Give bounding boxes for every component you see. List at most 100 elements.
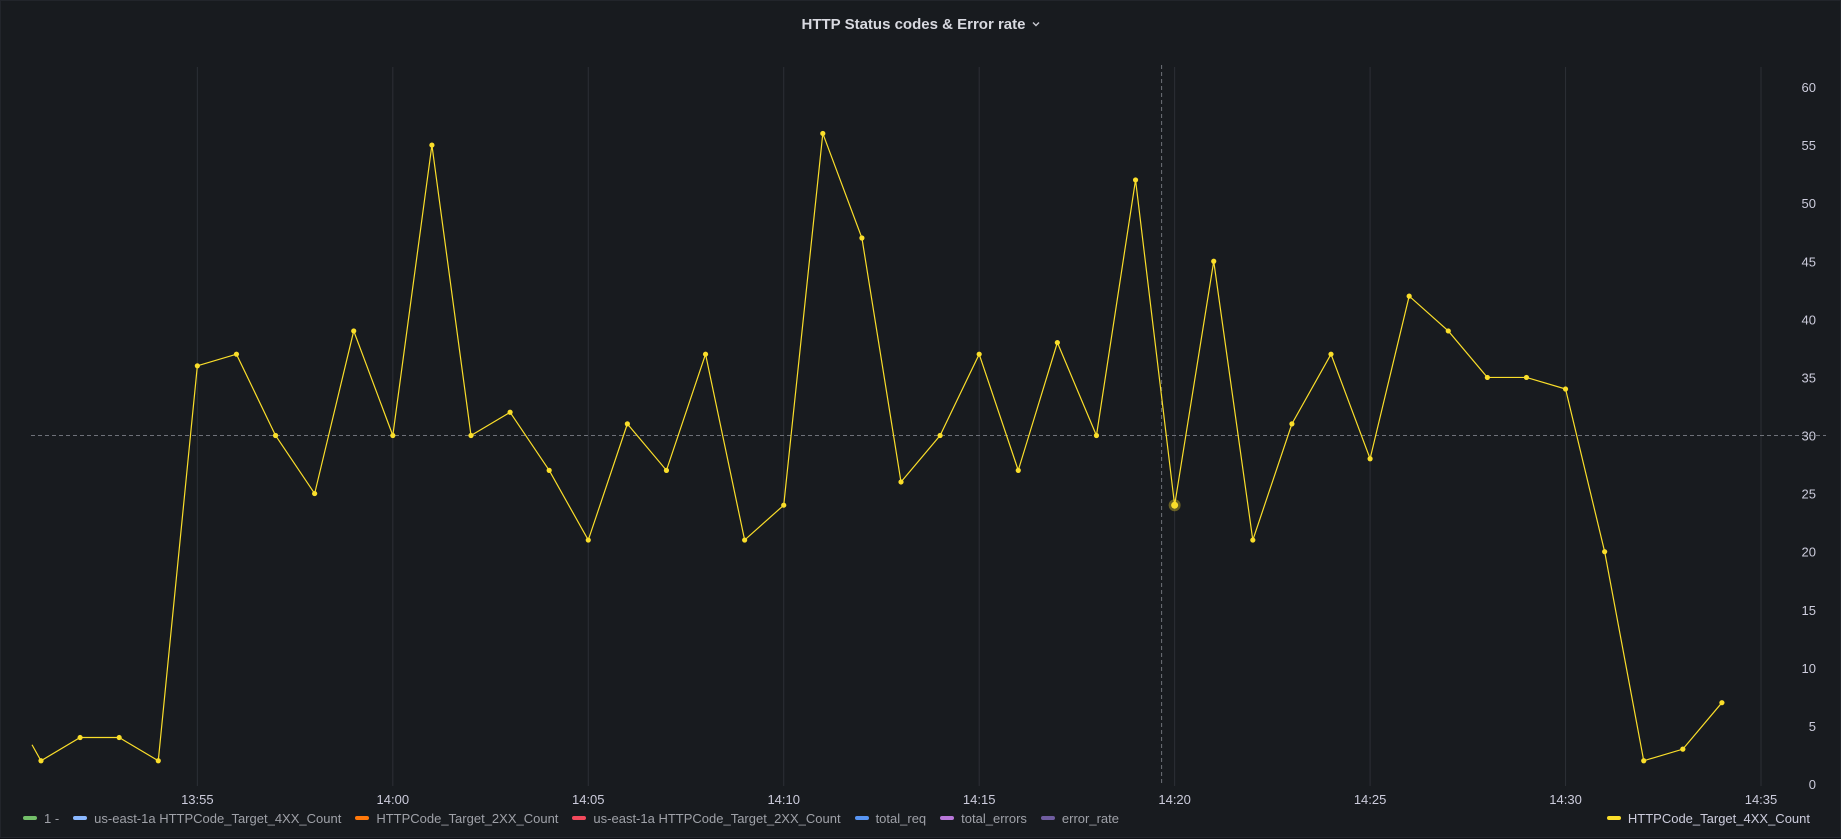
y-tick-label: 40 xyxy=(1802,312,1816,327)
legend-swatch-icon xyxy=(355,816,370,820)
x-tick-label: 14:35 xyxy=(1745,792,1778,807)
legend-label: us-east-1a HTTPCode_Target_4XX_Count xyxy=(94,810,342,826)
legend-item[interactable]: HTTPCode_Target_4XX_Count xyxy=(1606,810,1810,826)
legend-item[interactable]: total_req xyxy=(854,810,927,826)
y-tick-label: 30 xyxy=(1802,429,1816,444)
data-point[interactable] xyxy=(937,432,943,439)
data-point[interactable] xyxy=(38,758,44,764)
x-axis-ticks: 13:55 14:00 14:05 14:10 14:15 14:20 14:25 14:30… xyxy=(181,792,1777,807)
data-point[interactable] xyxy=(702,351,709,357)
y-tick-label: 15 xyxy=(1802,603,1816,618)
legend-label: 1 - xyxy=(44,810,60,826)
legend-label: error_rate xyxy=(1061,810,1119,826)
data-point[interactable] xyxy=(429,142,435,148)
y-axis-ticks: 0 5 10 15 20 25 30 35 40 45 50 55 60 xyxy=(1802,80,1816,792)
chevron-down-icon xyxy=(1032,22,1040,27)
data-point[interactable] xyxy=(390,432,396,439)
data-point[interactable] xyxy=(1328,351,1334,357)
data-point[interactable] xyxy=(1445,328,1451,334)
legend-right: HTTPCode_Target_4XX_Count xyxy=(1606,809,1810,827)
legend-label: us-east-1a HTTPCode_Target_2XX_Count xyxy=(593,810,841,826)
data-point[interactable] xyxy=(272,432,279,439)
panel-title-menu[interactable]: HTTP Status codes & Error rate xyxy=(802,16,1042,33)
x-tick-label: 13:55 xyxy=(181,792,214,807)
legend-label: total_errors xyxy=(961,810,1027,826)
data-point[interactable] xyxy=(742,537,748,543)
data-point[interactable] xyxy=(585,537,591,543)
legend-swatch-icon xyxy=(1606,816,1621,820)
legend-label: HTTPCode_Target_4XX_Count xyxy=(1627,810,1810,826)
data-point[interactable] xyxy=(1719,700,1725,706)
data-point[interactable] xyxy=(1641,758,1647,764)
x-tick-label: 14:20 xyxy=(1158,792,1191,807)
data-point[interactable] xyxy=(1562,386,1569,392)
data-point[interactable] xyxy=(194,363,200,369)
x-tick-label: 14:00 xyxy=(377,792,410,807)
data-point[interactable] xyxy=(351,328,357,334)
legend-item[interactable]: 1 - xyxy=(23,811,59,826)
data-point[interactable] xyxy=(624,421,630,427)
data-point[interactable] xyxy=(1015,467,1021,473)
legend-swatch-icon xyxy=(572,816,587,820)
legend-item[interactable]: error_rate xyxy=(1040,810,1119,826)
data-point[interactable] xyxy=(1406,293,1412,299)
legend-swatch-icon xyxy=(1040,816,1055,820)
hover-point[interactable] xyxy=(1171,501,1179,509)
data-point[interactable] xyxy=(859,235,865,241)
data-point[interactable] xyxy=(468,432,474,439)
y-tick-label: 5 xyxy=(1809,719,1816,734)
data-point[interactable] xyxy=(116,734,122,741)
y-tick-label: 50 xyxy=(1802,196,1816,211)
x-tick-label: 14:15 xyxy=(963,792,996,807)
series-line-path xyxy=(31,133,1723,762)
data-point[interactable] xyxy=(1054,339,1060,346)
data-point[interactable] xyxy=(1367,456,1373,462)
data-point[interactable] xyxy=(1523,374,1530,381)
y-tick-label: 0 xyxy=(1809,777,1816,792)
legend-swatch-icon xyxy=(940,816,955,820)
data-point[interactable] xyxy=(976,351,982,357)
data-point[interactable] xyxy=(1602,549,1608,555)
series-points xyxy=(38,130,1725,764)
data-point[interactable] xyxy=(1211,258,1217,264)
legend-swatch-icon xyxy=(23,816,37,820)
data-point[interactable] xyxy=(155,758,161,764)
legend-item[interactable]: us-east-1a HTTPCode_Target_2XX_Count xyxy=(572,810,841,826)
legend-item[interactable]: total_errors xyxy=(940,811,1027,826)
data-point[interactable] xyxy=(233,351,240,357)
panel-header: HTTP Status codes & Error rate xyxy=(1,11,1841,37)
y-tick-label: 25 xyxy=(1802,487,1816,502)
legend-left: 1 - us-east-1a HTTPCode_Target_4XX_Count H… xyxy=(23,809,1119,827)
legend-label: HTTPCode_Target_2XX_Count xyxy=(376,810,559,826)
data-point[interactable] xyxy=(663,467,670,473)
legend-item[interactable]: us-east-1a HTTPCode_Target_4XX_Count xyxy=(73,811,341,826)
data-point[interactable] xyxy=(1250,537,1256,543)
y-tick-label: 55 xyxy=(1802,138,1816,153)
x-tick-label: 14:10 xyxy=(767,792,800,807)
y-tick-label: 45 xyxy=(1802,254,1816,269)
legend-item[interactable]: HTTPCode_Target_2XX_Count xyxy=(355,811,558,826)
y-tick-label: 20 xyxy=(1802,545,1816,560)
data-point[interactable] xyxy=(507,409,513,415)
legend-swatch-icon xyxy=(73,816,88,820)
legend-swatch-icon xyxy=(854,816,869,820)
panel-title: HTTP Status codes & Error rate xyxy=(801,15,1026,33)
y-tick-label: 35 xyxy=(1802,370,1816,385)
data-point[interactable] xyxy=(77,734,83,741)
data-point[interactable] xyxy=(1680,746,1686,752)
x-tick-label: 14:30 xyxy=(1549,792,1582,807)
legend-label: total_req xyxy=(875,810,927,826)
data-point[interactable] xyxy=(546,467,552,473)
data-point[interactable] xyxy=(312,490,318,497)
data-point[interactable] xyxy=(1132,177,1139,183)
data-point[interactable] xyxy=(820,130,826,137)
data-point[interactable] xyxy=(1289,421,1295,427)
data-point[interactable] xyxy=(1093,432,1100,439)
data-point[interactable] xyxy=(781,502,787,508)
data-point[interactable] xyxy=(1484,374,1490,381)
data-point[interactable] xyxy=(898,479,904,485)
y-tick-label: 10 xyxy=(1802,661,1816,676)
y-tick-label: 60 xyxy=(1802,80,1816,95)
